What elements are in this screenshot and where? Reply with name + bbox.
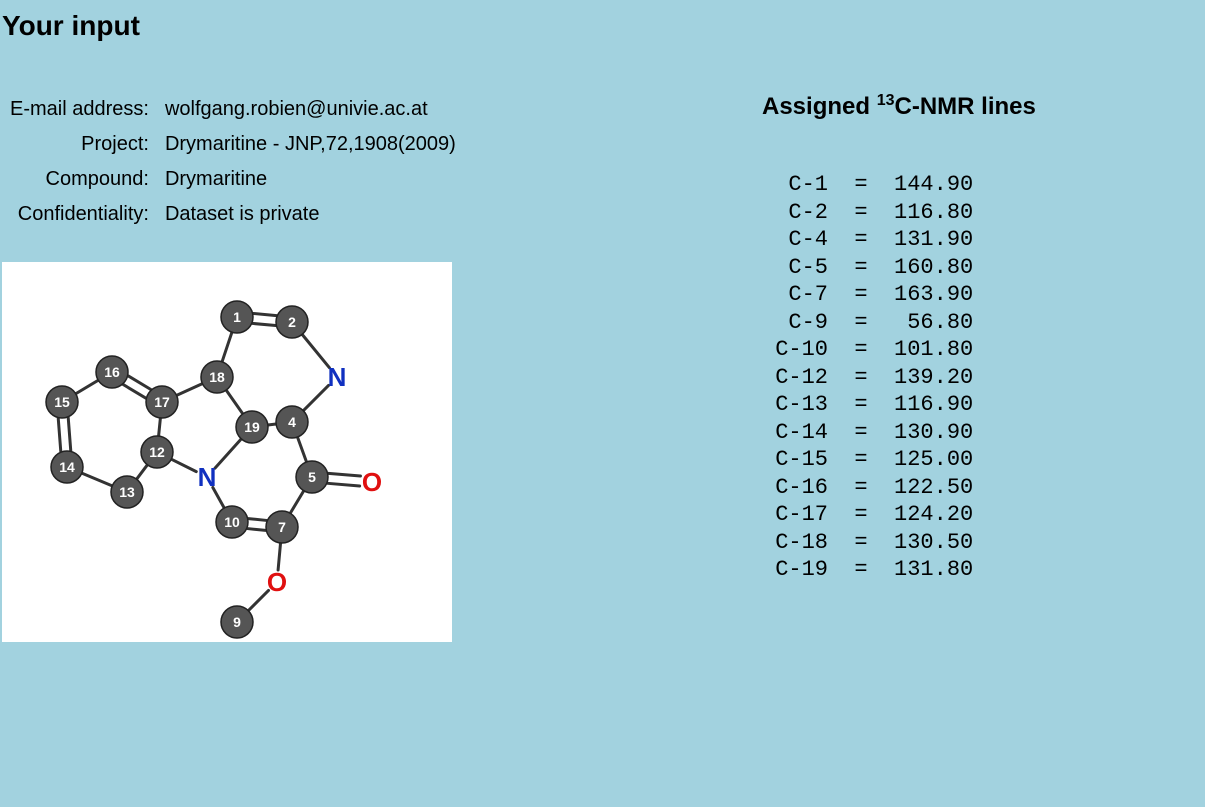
svg-text:O: O (267, 567, 287, 597)
meta-label-compound: Compound: (2, 162, 157, 197)
svg-text:13: 13 (119, 484, 135, 500)
meta-value-compound: Drymaritine (157, 162, 464, 197)
meta-value-confidentiality: Dataset is private (157, 197, 464, 232)
nmr-list: C-1 = 144.90 C-2 = 116.80 C-4 = 131.90 C… (762, 171, 1205, 584)
nmr-title-mass: 13 (877, 92, 895, 109)
svg-text:4: 4 (288, 414, 296, 430)
meta-label-project: Project: (2, 127, 157, 162)
meta-label-email: E-mail address: (2, 92, 157, 127)
meta-table: E-mail address: wolfgang.robien@univie.a… (2, 92, 464, 232)
svg-text:16: 16 (104, 364, 120, 380)
svg-text:7: 7 (278, 519, 286, 535)
structure-diagram: 124579101213141516171819NNOO (2, 262, 452, 642)
svg-text:O: O (362, 467, 382, 497)
svg-text:14: 14 (59, 459, 75, 475)
nmr-title-elem: C (895, 93, 912, 120)
nmr-title-prefix: Assigned (762, 93, 877, 120)
svg-text:N: N (328, 362, 347, 392)
nmr-title-suffix: -NMR lines (912, 93, 1036, 120)
meta-label-confidentiality: Confidentiality: (2, 197, 157, 232)
svg-text:10: 10 (224, 514, 240, 530)
svg-text:1: 1 (233, 309, 241, 325)
svg-text:5: 5 (308, 469, 316, 485)
svg-text:2: 2 (288, 314, 296, 330)
svg-text:19: 19 (244, 419, 260, 435)
meta-value-project: Drymaritine - JNP,72,1908(2009) (157, 127, 464, 162)
svg-text:12: 12 (149, 444, 165, 460)
svg-text:17: 17 (154, 394, 170, 410)
nmr-title: Assigned 13C-NMR lines (762, 92, 1205, 121)
svg-text:18: 18 (209, 369, 225, 385)
page-title: Your input (2, 10, 1205, 42)
svg-text:9: 9 (233, 614, 241, 630)
svg-text:N: N (198, 462, 217, 492)
meta-value-email: wolfgang.robien@univie.ac.at (157, 92, 464, 127)
svg-text:15: 15 (54, 394, 70, 410)
